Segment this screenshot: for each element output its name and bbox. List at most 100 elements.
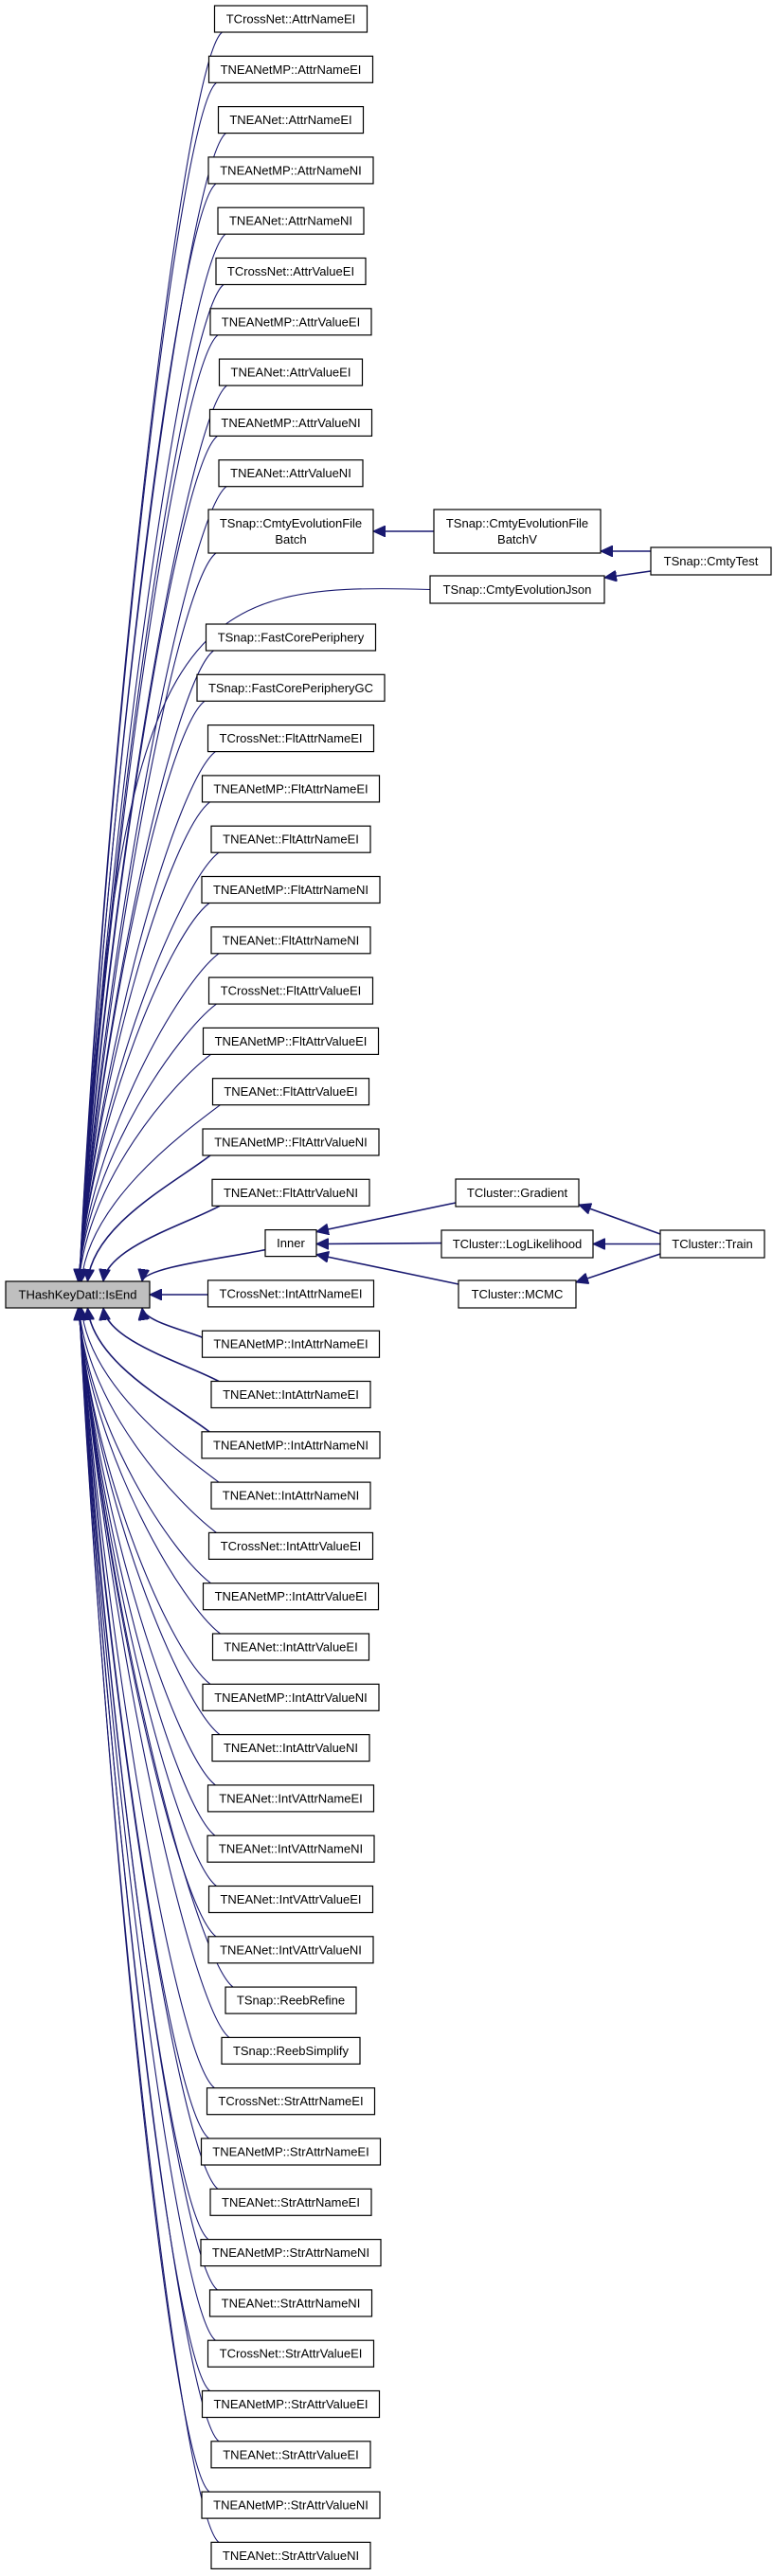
node-label: TNEANetMP::AttrValueNI bbox=[221, 416, 360, 430]
node-tneanetmp-intattrnameni[interactable]: TNEANetMP::IntAttrNameNI bbox=[201, 1431, 381, 1459]
edge-tcrossnet-fltattrvalueei-to-root bbox=[79, 1003, 217, 1281]
node-tneanet-strattrvalueei[interactable]: TNEANet::StrAttrValueEI bbox=[210, 2441, 371, 2469]
node-tneanet-fltattrvalueni[interactable]: TNEANet::FltAttrValueNI bbox=[211, 1178, 370, 1207]
edge-tsnap-cmtytest-to-tsnap-cmtyevolutionjson bbox=[604, 570, 652, 578]
edge-tsnap-fastcoreperipherygc-to-root bbox=[80, 700, 206, 1281]
node-tneanetmp-strattrvalueei[interactable]: TNEANetMP::StrAttrValueEI bbox=[201, 2389, 381, 2419]
node-tneanet-intvattrnameni[interactable]: TNEANet::IntVAttrNameNI bbox=[207, 1834, 375, 1863]
node-tsnap-cmtyevolutionjson[interactable]: TSnap::CmtyEvolutionJson bbox=[429, 575, 605, 604]
node-label: TSnap::FastCorePeripheryGC bbox=[208, 681, 373, 695]
node-tneanet-intvattrvalueni[interactable]: TNEANet::IntVAttrValueNI bbox=[207, 1936, 374, 1964]
node-box bbox=[202, 1583, 380, 1611]
node-tneanetmp-strattrnameni[interactable]: TNEANetMP::StrAttrNameNI bbox=[200, 2239, 382, 2267]
node-box bbox=[440, 1229, 594, 1259]
node-thashkeydati-isend[interactable]: THashKeyDatI::IsEnd bbox=[5, 1280, 151, 1309]
node-tcrossnet-attrvalueei[interactable]: TCrossNet::AttrValueEI bbox=[215, 257, 367, 286]
node-tcrossnet-strattrvalueei[interactable]: TCrossNet::StrAttrValueEI bbox=[207, 2339, 375, 2368]
node-tneanet-strattrnameni[interactable]: TNEANet::StrAttrNameNI bbox=[208, 2289, 373, 2317]
node-tneanetmp-intattrvalueni[interactable]: TNEANetMP::IntAttrValueNI bbox=[202, 1683, 380, 1711]
node-tneanet-strattrvalueni[interactable]: TNEANet::StrAttrValueNI bbox=[210, 2541, 371, 2569]
node-tneanet-fltattrvalueei[interactable]: TNEANet::FltAttrValueEI bbox=[211, 1078, 370, 1106]
node-tneanet-intattrvalueei[interactable]: TNEANet::IntAttrValueEI bbox=[211, 1633, 370, 1661]
node-box bbox=[264, 1228, 317, 1258]
node-tneanet-fltattrnameni[interactable]: TNEANet::FltAttrNameNI bbox=[210, 926, 371, 955]
node-label: THashKeyDatI::IsEnd bbox=[19, 1288, 137, 1302]
node-tneanetmp-attrnameni[interactable]: TNEANetMP::AttrNameNI bbox=[207, 156, 374, 185]
edge-tneanetmp-fltattrnameei-to-root bbox=[79, 801, 210, 1281]
edge-tneanetmp-attrvalueni-to-root bbox=[80, 435, 218, 1281]
edge-tcluster-train-to-tcluster-mcmc bbox=[576, 1253, 661, 1282]
node-tneanet-attrvalueei[interactable]: TNEANet::AttrValueEI bbox=[218, 358, 364, 386]
node-tneanetmp-attrvalueni[interactable]: TNEANetMP::AttrValueNI bbox=[208, 408, 373, 437]
node-tneanet-attrnameei[interactable]: TNEANet::AttrNameEI bbox=[217, 105, 365, 134]
edge-tneanet-intattrnameni-to-root bbox=[81, 1308, 220, 1483]
node-tneanet-attrvalueni[interactable]: TNEANet::AttrValueNI bbox=[218, 459, 364, 488]
node-label: TNEANetMP::StrAttrValueNI bbox=[213, 2498, 369, 2513]
edge-tneanet-fltattrvalueei-to-root bbox=[81, 1104, 221, 1281]
node-label: TNEANet::IntVAttrValueEI bbox=[220, 1892, 361, 1906]
edge-tneanet-strattrvalueei-to-root bbox=[80, 1308, 220, 2442]
node-tneanetmp-fltattrnameei[interactable]: TNEANetMP::FltAttrNameEI bbox=[201, 775, 381, 803]
node-tneanet-strattrnameei[interactable]: TNEANet::StrAttrNameEI bbox=[209, 2188, 372, 2216]
node-tneanetmp-intattrvalueei[interactable]: TNEANetMP::IntAttrValueEI bbox=[202, 1583, 380, 1611]
node-box bbox=[202, 1027, 380, 1056]
node-box bbox=[207, 1784, 375, 1813]
node-label: TCrossNet::AttrNameEI bbox=[226, 12, 356, 27]
node-tneanet-intattrnameei[interactable]: TNEANet::IntAttrNameEI bbox=[210, 1380, 371, 1409]
node-tcrossnet-intattrnameei[interactable]: TCrossNet::IntAttrNameEI bbox=[207, 1279, 375, 1308]
node-tsnap-fastcoreperiphery[interactable]: TSnap::FastCorePeriphery bbox=[205, 623, 377, 652]
node-box bbox=[210, 2441, 371, 2469]
node-box bbox=[201, 875, 381, 904]
node-label: TNEANet::IntAttrNameNI bbox=[223, 1489, 359, 1503]
node-tcluster-gradient[interactable]: TCluster::Gradient bbox=[455, 1178, 580, 1208]
edges-layer bbox=[78, 31, 661, 2543]
node-tneanet-attrnameni[interactable]: TNEANet::AttrNameNI bbox=[217, 206, 365, 235]
node-tneanet-intattrnameni[interactable]: TNEANet::IntAttrNameNI bbox=[210, 1481, 371, 1510]
node-tneanetmp-attrnameei[interactable]: TNEANetMP::AttrNameEI bbox=[207, 55, 374, 83]
node-tneanet-intattrvalueni[interactable]: TNEANet::IntAttrValueNI bbox=[211, 1733, 370, 1762]
node-label: TCrossNet::StrAttrValueEI bbox=[220, 2347, 363, 2361]
node-tneanet-fltattrnameei[interactable]: TNEANet::FltAttrNameEI bbox=[210, 825, 371, 853]
node-box bbox=[455, 1178, 580, 1208]
node-tneanetmp-fltattrvalueni[interactable]: TNEANetMP::FltAttrValueNI bbox=[202, 1128, 380, 1156]
node-tcrossnet-fltattrnameei[interactable]: TCrossNet::FltAttrNameEI bbox=[207, 724, 375, 753]
node-tcluster-mcmc[interactable]: TCluster::MCMC bbox=[458, 1279, 577, 1309]
node-tneanet-intvattrnameei[interactable]: TNEANet::IntVAttrNameEI bbox=[207, 1784, 375, 1813]
edge-tneanet-strattrnameni-to-root bbox=[80, 1308, 218, 2291]
node-label: TNEANet::FltAttrNameEI bbox=[223, 832, 359, 847]
node-tcrossnet-strattrnameei[interactable]: TCrossNet::StrAttrNameEI bbox=[206, 2087, 376, 2116]
node-tneanetmp-fltattrvalueei[interactable]: TNEANetMP::FltAttrValueEI bbox=[202, 1027, 380, 1056]
node-label: TNEANet::AttrValueEI bbox=[231, 366, 351, 380]
node-tsnap-reebrefine[interactable]: TSnap::ReebRefine bbox=[225, 1986, 357, 2014]
edge-tneanet-attrnameei-to-root bbox=[80, 133, 226, 1281]
node-label: TNEANet::FltAttrNameNI bbox=[223, 933, 359, 947]
node-tsnap-cmtytest[interactable]: TSnap::CmtyTest bbox=[650, 546, 772, 576]
node-tneanetmp-strattrnameei[interactable]: TNEANetMP::StrAttrNameEI bbox=[200, 2138, 382, 2166]
node-label: TSnap::CmtyTest bbox=[664, 554, 759, 568]
node-inner[interactable]: Inner bbox=[264, 1228, 317, 1258]
node-tneanetmp-attrvalueei[interactable]: TNEANetMP::AttrValueEI bbox=[209, 308, 372, 336]
node-box bbox=[209, 2188, 372, 2216]
node-tneanetmp-strattrvalueni[interactable]: TNEANetMP::StrAttrValueNI bbox=[201, 2491, 381, 2519]
edge-tneanet-intvattrvalueei-to-root bbox=[80, 1308, 217, 1887]
node-label: TNEANet::StrAttrNameEI bbox=[222, 2195, 360, 2209]
node-tcrossnet-intattrvalueei[interactable]: TCrossNet::IntAttrValueEI bbox=[207, 1531, 374, 1561]
node-box bbox=[211, 1078, 370, 1106]
node-tcrossnet-attrnameei[interactable]: TCrossNet::AttrNameEI bbox=[213, 5, 369, 33]
node-tcrossnet-fltattrvalueei[interactable]: TCrossNet::FltAttrValueEI bbox=[207, 976, 374, 1005]
node-tneanetmp-fltattrnameni[interactable]: TNEANetMP::FltAttrNameNI bbox=[201, 875, 381, 904]
node-tneanetmp-intattrnameei[interactable]: TNEANetMP::IntAttrNameEI bbox=[201, 1330, 381, 1358]
node-tcluster-train[interactable]: TCluster::Train bbox=[659, 1229, 765, 1259]
node-label: TNEANet::StrAttrNameNI bbox=[222, 2296, 361, 2310]
node-tneanet-intvattrvalueei[interactable]: TNEANet::IntVAttrValueEI bbox=[207, 1885, 374, 1914]
node-box bbox=[207, 1531, 374, 1561]
node-tsnap-fastcoreperipherygc[interactable]: TSnap::FastCorePeripheryGC bbox=[196, 673, 386, 702]
node-tsnap-reebsimplify[interactable]: TSnap::ReebSimplify bbox=[221, 2036, 361, 2065]
edge-tneanetmp-fltattrnameni-to-root bbox=[79, 903, 210, 1282]
node-box bbox=[201, 1431, 381, 1459]
node-tcluster-loglikelihood[interactable]: TCluster::LogLikelihood bbox=[440, 1229, 594, 1259]
node-box bbox=[207, 156, 374, 185]
node-label: TNEANetMP::AttrNameNI bbox=[220, 163, 362, 177]
